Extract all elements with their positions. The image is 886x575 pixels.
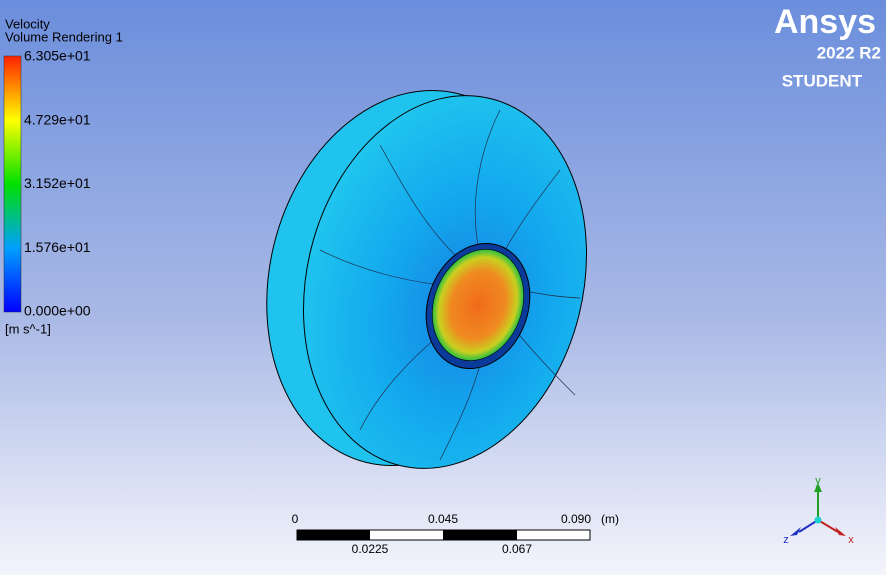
scale-label: 0.090: [561, 512, 591, 526]
legend-label: 6.305e+01: [24, 48, 91, 64]
logo-edition: STUDENT: [782, 71, 863, 90]
legend-label: 0.000e+00: [24, 303, 91, 319]
x-axis-arrow: [817, 519, 839, 533]
scale-label: 0.0225: [352, 542, 389, 556]
legend-label: 3.152e+01: [24, 175, 91, 191]
logo-version: 2022 R2: [817, 43, 881, 62]
legend-unit: [m s^-1]: [5, 321, 51, 336]
z-axis-arrow: [798, 519, 819, 533]
triad-origin: [814, 516, 822, 524]
scale-label: 0: [292, 512, 299, 526]
legend-subtitle: Volume Rendering 1: [5, 29, 123, 44]
y-arrowhead: [814, 483, 822, 492]
disk-model: [266, 89, 587, 469]
color-bar: [3, 55, 22, 313]
scale-unit: (m): [601, 512, 619, 526]
legend-title: Velocity: [5, 16, 50, 31]
triad-label-x: x: [848, 534, 854, 546]
scale-label: 0.067: [502, 542, 532, 556]
triad-label-y: y: [815, 475, 821, 487]
triad-label-z: z: [783, 534, 789, 546]
scale-label: 0.045: [428, 512, 458, 526]
x-arrowhead: [835, 527, 846, 536]
legend-label: 4.729e+01: [24, 111, 91, 127]
axis-triad: [790, 483, 846, 536]
scale-bar-segment: [443, 530, 517, 540]
scale-bar: [296, 529, 591, 541]
scale-bar-segment: [297, 530, 370, 540]
legend-label: 1.576e+01: [24, 239, 91, 255]
blade-lines: [319, 109, 581, 461]
legend-labels: 6.305e+01 4.729e+01 3.152e+01 1.576e+01 0.00…: [24, 48, 91, 319]
hub: [431, 249, 525, 361]
z-arrowhead: [790, 527, 801, 536]
logo-name: Ansys: [774, 3, 876, 41]
